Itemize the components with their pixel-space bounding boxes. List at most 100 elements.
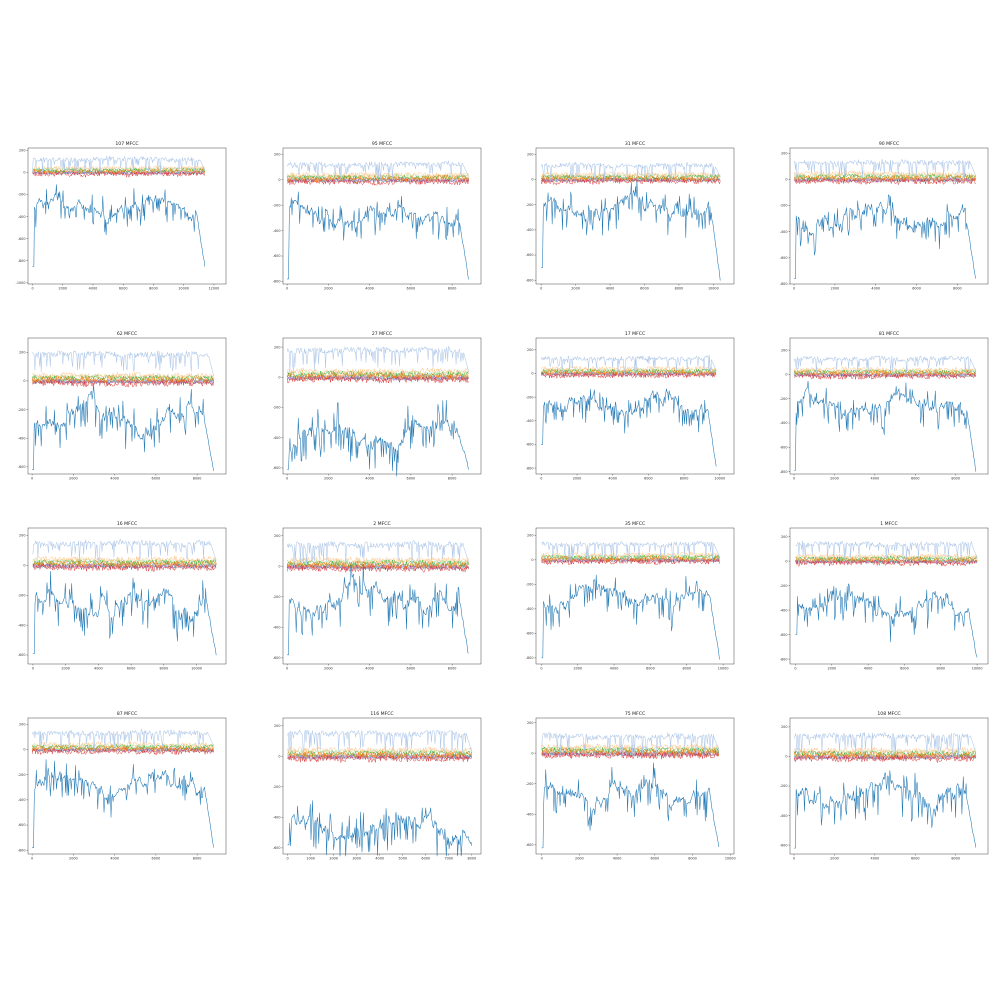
x-tick-label: 0 bbox=[31, 857, 33, 861]
y-tick-label: -600 bbox=[273, 466, 281, 470]
y-tick-label: -600 bbox=[18, 823, 26, 827]
y-tick-label: -400 bbox=[526, 228, 534, 232]
x-tick-label: 2000 bbox=[575, 857, 584, 861]
y-tick-label: 0 bbox=[785, 373, 787, 377]
x-tick-label: 8000 bbox=[448, 667, 457, 671]
y-tick-label: 200 bbox=[781, 535, 787, 539]
x-tick-label: 3000 bbox=[352, 857, 361, 861]
series-line-coef-2 bbox=[286, 160, 469, 183]
y-tick-label: -200 bbox=[18, 773, 26, 777]
y-tick-label: -800 bbox=[18, 259, 26, 263]
mfcc-panel-13: 87 MFCC 0 2000 4000 6000 8000 200 0 -200 -400 -600… bbox=[12, 708, 232, 864]
y-tick-label: 200 bbox=[527, 534, 533, 538]
y-tick-label: 0 bbox=[531, 751, 533, 755]
x-tick-label: 2000 bbox=[61, 667, 70, 671]
series-line-coef-6 bbox=[541, 372, 717, 379]
x-tick-label: 0 bbox=[32, 667, 34, 671]
y-tick-label: -600 bbox=[273, 254, 281, 258]
series-line-coef-2 bbox=[793, 158, 977, 182]
x-tick-label: 0 bbox=[287, 857, 289, 861]
x-tick-label: 6000 bbox=[911, 857, 920, 861]
series-line-coef-4 bbox=[286, 371, 469, 381]
x-tick-label: 10000 bbox=[191, 667, 202, 671]
plot-frame bbox=[282, 147, 482, 285]
y-tick-label: -200 bbox=[273, 595, 281, 599]
series-line-coef-3 bbox=[793, 170, 976, 178]
x-tick-label: 6000 bbox=[407, 477, 416, 481]
x-tick-label: 8000 bbox=[193, 857, 202, 861]
plot-frame bbox=[282, 337, 482, 475]
plot-frame bbox=[789, 527, 989, 665]
series-line-coef-10 bbox=[286, 370, 469, 376]
x-tick-label: 4000 bbox=[864, 667, 873, 671]
y-tick-label: -400 bbox=[273, 436, 281, 440]
y-tick-label: -600 bbox=[18, 653, 26, 657]
x-tick-label: 0 bbox=[31, 477, 33, 481]
series-line-coef-6 bbox=[286, 375, 469, 384]
x-tick-label: 2000 bbox=[329, 857, 338, 861]
chart-title: 31 MFCC bbox=[625, 141, 645, 147]
series-line-coef-2 bbox=[541, 355, 717, 376]
x-tick-label: 2000 bbox=[69, 857, 78, 861]
x-tick-label: 2000 bbox=[827, 667, 836, 671]
y-tick-label: 0 bbox=[278, 178, 280, 182]
x-tick-label: 6000 bbox=[644, 477, 653, 481]
series-line-coef-7 bbox=[541, 750, 720, 757]
y-tick-label: -200 bbox=[18, 593, 26, 597]
x-tick-label: 4000 bbox=[94, 667, 103, 671]
chart-title: 116 MFCC bbox=[370, 711, 393, 717]
x-tick-label: 8000 bbox=[149, 287, 158, 291]
series-line-coef-2 bbox=[540, 161, 721, 184]
x-tick-label: 4000 bbox=[110, 477, 119, 481]
x-tick-label: 4000 bbox=[871, 857, 880, 861]
y-tick-label: -600 bbox=[780, 256, 788, 260]
y-tick-label: 0 bbox=[531, 178, 533, 182]
series-line-coef-2 bbox=[286, 346, 469, 373]
series-line-coef-2 bbox=[32, 155, 206, 175]
series-line-coef-3 bbox=[541, 743, 720, 751]
series-line-coef-3 bbox=[286, 367, 469, 375]
series-line-coef-1 bbox=[287, 399, 469, 477]
series-line-coef-7 bbox=[286, 564, 469, 570]
y-tick-label: 200 bbox=[19, 534, 25, 538]
plot-frame bbox=[27, 147, 227, 285]
y-tick-label: 200 bbox=[781, 725, 787, 729]
x-tick-label: 4000 bbox=[608, 477, 617, 481]
y-tick-label: -600 bbox=[780, 843, 788, 847]
y-tick-label: 200 bbox=[781, 151, 787, 155]
mfcc-panel-8: 81 MFCC 0 2000 4000 6000 8000 200 0 -200 -400 -600… bbox=[774, 328, 994, 484]
x-tick-label: 0 bbox=[794, 667, 796, 671]
chart-title: 95 MFCC bbox=[372, 141, 392, 147]
series-line-coef-1 bbox=[794, 770, 977, 849]
series-line-coef-6 bbox=[793, 753, 977, 763]
mfcc-panel-7: 17 MFCC 0 2000 4000 6000 8000 10000 200 0 -200 -40… bbox=[520, 328, 740, 484]
y-tick-label: -400 bbox=[18, 436, 26, 440]
x-tick-label: 8000 bbox=[193, 477, 202, 481]
plot-frame bbox=[535, 717, 735, 855]
series-line-coef-1 bbox=[794, 194, 977, 280]
y-tick-label: -400 bbox=[273, 816, 281, 820]
series-line-coef-6 bbox=[286, 178, 469, 186]
y-tick-label: -200 bbox=[780, 584, 788, 588]
y-tick-label: -800 bbox=[18, 848, 26, 852]
y-tick-label: -200 bbox=[273, 785, 281, 789]
y-tick-label: -200 bbox=[780, 397, 788, 401]
series-line-coef-2 bbox=[793, 732, 977, 758]
series-line-coef-4 bbox=[32, 560, 217, 568]
y-tick-label: -200 bbox=[18, 193, 26, 197]
x-tick-label: 8000 bbox=[159, 667, 168, 671]
x-tick-label: 2000 bbox=[324, 287, 333, 291]
series-line-coef-6 bbox=[32, 170, 206, 178]
series-line-coef-1 bbox=[32, 570, 217, 656]
series-line-coef-10 bbox=[793, 368, 977, 373]
series-line-coef-7 bbox=[541, 371, 717, 377]
x-tick-label: 10000 bbox=[725, 857, 736, 861]
mfcc-panel-15: 75 MFCC 0 2000 4000 6000 8000 10000 200 0 -200 -40… bbox=[520, 708, 740, 864]
series-line-coef-5 bbox=[793, 750, 977, 758]
x-tick-label: 2000 bbox=[571, 287, 580, 291]
x-tick-label: 4000 bbox=[110, 857, 119, 861]
series-line-coef-5 bbox=[540, 174, 721, 180]
